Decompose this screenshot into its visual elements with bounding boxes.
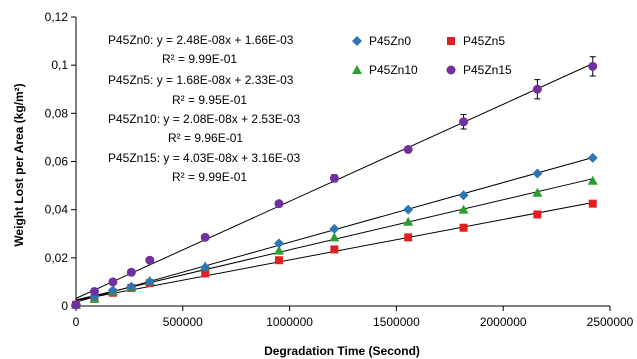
data-point-p45zn15: [126, 267, 136, 277]
legend-label-p45zn15: P45Zn15: [463, 63, 512, 77]
data-point-p45zn10: [587, 175, 598, 185]
data-point-p45zn10: [329, 232, 340, 242]
y-tick-label: 0,08: [45, 106, 69, 120]
data-point-p45zn5: [459, 223, 468, 232]
data-point-p45zn0: [532, 168, 543, 179]
y-tick-label: 0: [61, 299, 68, 313]
axes: 0 0,02 0,04 0,06 0,08 0,1 0,12 0 500000 1000000 15…: [45, 10, 634, 329]
data-point-p45zn15: [532, 84, 542, 94]
legend-marker-p45zn5: [447, 37, 455, 45]
y-axis-title: Weight Lost per Area (kg/m²): [12, 83, 26, 246]
data-point-p45zn10: [274, 245, 285, 255]
data-point-p45zn0: [329, 223, 340, 234]
x-tick-label: 1000000: [266, 315, 313, 329]
y-tick-label: 0,06: [45, 155, 69, 169]
equation-p45zn10: P45Zn10: y = 2.08E-08x + 2.53E-03: [108, 112, 300, 126]
data-point-p45zn0: [458, 190, 469, 201]
data-point-p45zn15: [274, 199, 284, 209]
data-point-p45zn15: [108, 277, 118, 287]
y-tick-label: 0,02: [45, 251, 69, 265]
legend-label-p45zn5: P45Zn5: [463, 34, 505, 48]
data-point-p45zn15: [145, 255, 155, 265]
equation-p45zn5: P45Zn5: y = 1.68E-08x + 2.33E-03: [108, 73, 294, 87]
legend: P45Zn0 P45Zn5 P45Zn10 P45Zn15: [352, 34, 512, 77]
trendline-equations: P45Zn0: y = 2.48E-08x + 1.66E-03 R² = 9.9…: [108, 33, 300, 184]
data-point-p45zn0: [587, 152, 598, 163]
legend-marker-p45zn0: [352, 36, 362, 46]
equation-p45zn15: P45Zn15: y = 4.03E-08x + 3.16E-03: [108, 151, 300, 165]
data-point-p45zn5: [275, 256, 284, 265]
data-point-p45zn15: [403, 144, 413, 154]
y-tick-label: 0,04: [45, 203, 69, 217]
x-tick-label: 1500000: [373, 315, 420, 329]
y-tick-label: 0,12: [45, 10, 69, 24]
data-point-p45zn10: [458, 204, 469, 214]
data-point-p45zn5: [404, 233, 413, 242]
data-point-p45zn10: [403, 216, 414, 226]
equation-p45zn0: P45Zn0: y = 2.48E-08x + 1.66E-03: [108, 33, 294, 47]
data-point-p45zn0: [144, 276, 155, 287]
x-tick-label: 500000: [163, 315, 203, 329]
y-tick-label: 0,1: [51, 58, 68, 72]
x-tick-label: 0: [73, 315, 80, 329]
data-point-p45zn15: [459, 117, 469, 127]
data-point-p45zn0: [200, 262, 211, 273]
data-markers: [71, 56, 598, 310]
data-point-p45zn5: [201, 269, 210, 278]
data-point-p45zn0: [403, 204, 414, 215]
data-point-p45zn5: [533, 210, 542, 219]
data-point-p45zn15: [200, 232, 210, 242]
data-point-p45zn15: [588, 61, 598, 71]
r-squared-p45zn10: R² = 9.96E-01: [168, 131, 243, 145]
legend-marker-p45zn10: [352, 65, 362, 74]
data-point-p45zn5: [330, 245, 339, 254]
data-point-p45zn15: [89, 287, 99, 297]
x-axis-title: Degradation Time (Second): [264, 344, 420, 358]
r-squared-p45zn15: R² = 9.99E-01: [172, 170, 247, 184]
legend-label-p45zn10: P45Zn10: [369, 63, 418, 77]
data-point-p45zn15: [71, 300, 81, 310]
r-squared-p45zn0: R² = 9.99E-01: [162, 52, 237, 66]
x-tick-label: 2500000: [587, 315, 634, 329]
x-tick-label: 2000000: [480, 315, 527, 329]
data-point-p45zn0: [274, 238, 285, 249]
data-point-p45zn5: [588, 199, 597, 208]
legend-marker-p45zn15: [446, 65, 456, 75]
data-point-p45zn15: [329, 173, 339, 183]
data-point-p45zn10: [532, 187, 543, 197]
data-point-p45zn0: [126, 281, 137, 292]
legend-label-p45zn0: P45Zn0: [369, 34, 411, 48]
data-point-p45zn0: [107, 285, 118, 296]
r-squared-p45zn5: R² = 9.95E-01: [172, 93, 247, 107]
